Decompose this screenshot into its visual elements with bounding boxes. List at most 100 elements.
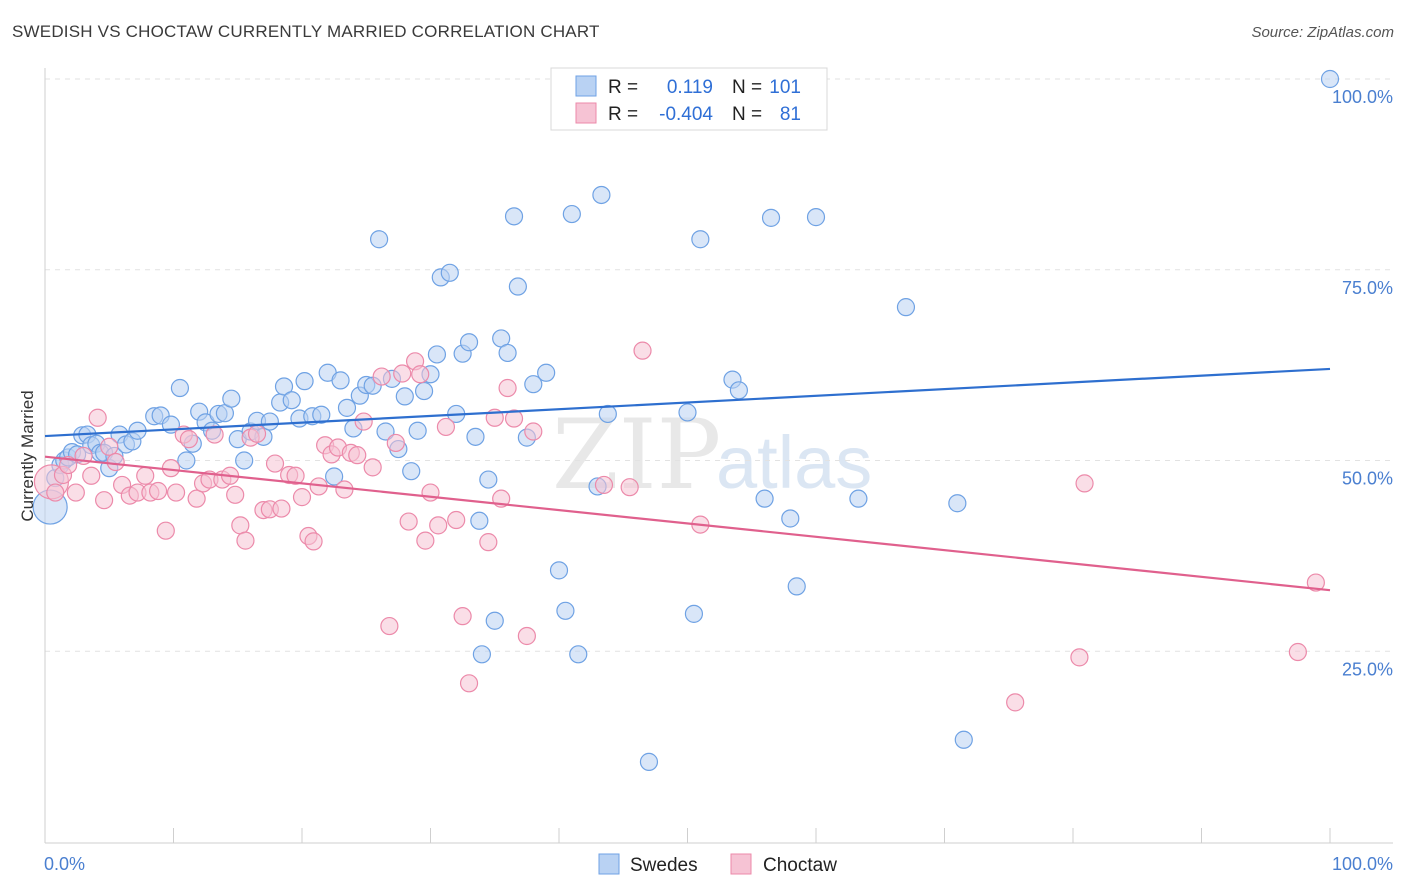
point-swedes: [295, 372, 314, 391]
point-swedes: [787, 577, 806, 596]
legend-box: [550, 67, 828, 131]
y-tick-label-50: 50.0%: [1342, 469, 1393, 489]
point-choctaw: [524, 422, 543, 441]
bottom-legend-swatch-swedes: [598, 853, 620, 875]
point-choctaw: [66, 483, 85, 502]
point-choctaw: [247, 424, 267, 443]
point-choctaw: [88, 408, 107, 427]
legend-n-label-swedes: N =: [732, 77, 762, 98]
point-choctaw: [286, 466, 305, 485]
point-swedes: [691, 230, 710, 249]
legend-r-label-swedes: R =: [608, 77, 638, 98]
point-choctaw: [416, 531, 435, 550]
point-swedes: [806, 208, 826, 227]
point-swedes: [440, 263, 459, 282]
point-choctaw: [304, 532, 323, 551]
point-swedes: [470, 511, 489, 530]
point-choctaw: [411, 365, 430, 384]
point-swedes: [537, 363, 556, 382]
point-choctaw: [1288, 642, 1307, 662]
point-choctaw: [386, 433, 405, 453]
point-choctaw: [620, 478, 639, 497]
stats-legend: R = 0.119 N = 101 R = -0.404 N = 81: [550, 67, 828, 131]
point-swedes: [562, 204, 581, 224]
point-choctaw: [166, 483, 186, 502]
point-swedes: [466, 427, 485, 446]
point-swedes: [395, 387, 414, 406]
point-swedes: [459, 333, 479, 352]
point-choctaw: [348, 446, 367, 465]
point-swedes: [337, 398, 357, 417]
point-swedes: [282, 391, 301, 410]
point-swedes: [761, 208, 781, 227]
point-choctaw: [265, 454, 285, 473]
legend-n-value-choctaw: 81: [780, 104, 801, 125]
point-choctaw: [292, 488, 312, 507]
point-choctaw: [136, 466, 155, 485]
point-choctaw: [594, 475, 614, 495]
point-swedes: [235, 451, 254, 470]
point-choctaw: [504, 409, 524, 428]
point-swedes: [504, 207, 524, 226]
y-tick-labels: 25.0% 50.0% 75.0% 100.0%: [1332, 87, 1393, 679]
point-swedes: [592, 185, 611, 205]
point-choctaw: [156, 521, 175, 540]
point-swedes: [427, 345, 447, 364]
point-choctaw: [372, 367, 391, 386]
point-swedes: [849, 489, 868, 508]
point-swedes: [472, 645, 491, 664]
point-choctaw: [517, 626, 536, 646]
point-choctaw: [272, 499, 291, 518]
point-swedes: [331, 371, 350, 390]
point-swedes: [678, 403, 697, 422]
point-choctaw: [1070, 648, 1089, 667]
point-swedes: [408, 421, 427, 440]
point-choctaw: [498, 378, 517, 398]
point-choctaw: [380, 616, 399, 636]
point-choctaw: [399, 512, 418, 531]
point-choctaw: [429, 516, 448, 535]
point-choctaw: [633, 341, 652, 360]
point-swedes: [549, 561, 569, 580]
point-choctaw: [205, 425, 224, 444]
point-swedes: [325, 467, 344, 486]
axes: [44, 68, 1393, 844]
point-choctaw: [436, 417, 456, 437]
point-swedes: [639, 752, 659, 771]
point-swedes: [485, 611, 504, 630]
point-swedes: [508, 277, 527, 296]
trend-lines: [44, 367, 1331, 592]
point-choctaw: [453, 607, 472, 626]
series-legend: Swedes Choctaw: [598, 853, 837, 876]
point-swedes: [274, 377, 294, 396]
data-points: [32, 69, 1340, 771]
legend-n-label-choctaw: N =: [732, 104, 762, 125]
point-choctaw: [46, 483, 65, 502]
point-swedes: [479, 470, 498, 489]
point-choctaw: [82, 466, 101, 485]
point-choctaw: [363, 458, 382, 477]
point-choctaw: [100, 437, 119, 456]
point-swedes: [170, 378, 190, 398]
chart-source: Source: ZipAtlas.com: [1251, 24, 1394, 41]
point-swedes: [948, 494, 967, 513]
point-swedes: [498, 343, 517, 363]
point-choctaw: [393, 364, 412, 383]
point-swedes: [402, 462, 421, 481]
point-swedes: [312, 405, 331, 424]
point-swedes: [569, 645, 588, 664]
y-axis-label: Currently Married: [18, 390, 37, 521]
chart-title: SWEDISH VS CHOCTAW CURRENTLY MARRIED COR…: [12, 22, 600, 41]
point-choctaw: [59, 455, 78, 475]
bottom-legend-label-swedes: Swedes: [630, 855, 698, 876]
point-choctaw: [459, 674, 479, 693]
point-swedes: [524, 375, 543, 394]
y-tick-label-100: 100.0%: [1332, 87, 1393, 107]
legend-r-label-choctaw: R =: [608, 104, 638, 125]
point-swedes: [370, 230, 389, 249]
y-tick-label-75: 75.0%: [1342, 278, 1393, 298]
point-choctaw: [447, 510, 466, 530]
point-choctaw: [421, 483, 440, 502]
point-swedes: [781, 509, 800, 528]
point-swedes: [896, 298, 916, 317]
